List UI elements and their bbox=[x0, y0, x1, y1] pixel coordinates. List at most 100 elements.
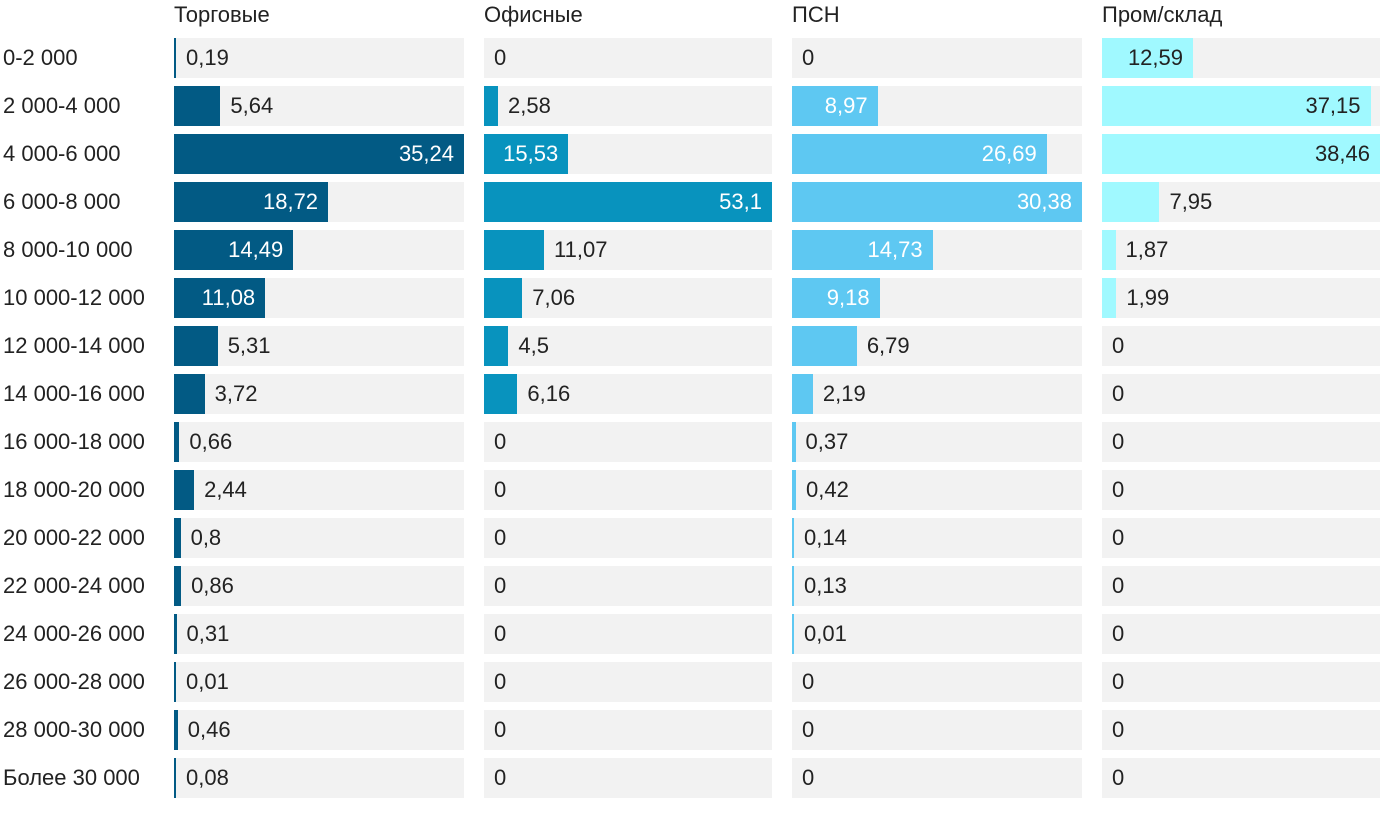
category-label: 8 000-10 000 bbox=[3, 237, 133, 262]
data-label: 0 bbox=[1112, 765, 1125, 790]
bar-track bbox=[174, 374, 464, 414]
data-label: 8,97 bbox=[824, 93, 868, 118]
data-label: 7,06 bbox=[532, 285, 576, 310]
data-bar bbox=[792, 278, 880, 318]
data-bar bbox=[484, 182, 772, 222]
data-bar bbox=[484, 326, 509, 366]
data-label: 0,37 bbox=[805, 429, 849, 454]
data-label: 9,18 bbox=[826, 285, 870, 310]
data-label: 5,31 bbox=[227, 333, 271, 358]
bar-track bbox=[792, 614, 1082, 654]
data-label: 12,59 bbox=[1127, 45, 1183, 70]
data-bar bbox=[174, 470, 195, 510]
category-label: 10 000-12 000 bbox=[3, 285, 145, 310]
series-title: ПСН bbox=[792, 2, 840, 27]
data-bar bbox=[1102, 278, 1117, 318]
bar-track bbox=[792, 38, 1082, 78]
data-label: 0 bbox=[494, 477, 507, 502]
data-label: 1,99 bbox=[1126, 285, 1170, 310]
category-label: 20 000-22 000 bbox=[3, 525, 145, 550]
data-label: 38,46 bbox=[1314, 141, 1370, 166]
data-label: 0 bbox=[1112, 669, 1125, 694]
data-label: 2,44 bbox=[204, 477, 247, 502]
data-label: 0 bbox=[494, 573, 507, 598]
data-bar bbox=[792, 614, 794, 654]
data-label: 0 bbox=[494, 621, 507, 646]
data-bar bbox=[792, 518, 794, 558]
data-bar bbox=[484, 134, 569, 174]
data-label: 5,64 bbox=[230, 93, 274, 118]
data-label: 0,01 bbox=[804, 621, 847, 646]
data-label: 30,38 bbox=[1016, 189, 1072, 214]
data-bar bbox=[792, 566, 794, 606]
data-label: 26,69 bbox=[981, 141, 1037, 166]
data-bar bbox=[484, 278, 523, 318]
data-label: 2,58 bbox=[507, 93, 551, 118]
data-label: 0 bbox=[1112, 621, 1125, 646]
data-bar bbox=[792, 470, 796, 510]
bar-track bbox=[484, 326, 772, 366]
data-label: 0 bbox=[494, 525, 507, 550]
data-label: 1,87 bbox=[1125, 237, 1169, 262]
data-label: 0,46 bbox=[187, 717, 231, 742]
data-label: 0 bbox=[494, 669, 507, 694]
data-bar bbox=[174, 326, 218, 366]
data-bar bbox=[174, 230, 294, 270]
bar-track bbox=[1102, 278, 1380, 318]
bar-track bbox=[484, 710, 772, 750]
data-label: 14,49 bbox=[228, 237, 284, 262]
data-label: 0,31 bbox=[186, 621, 230, 646]
data-label: 3,72 bbox=[214, 381, 258, 406]
category-label: 2 000-4 000 bbox=[3, 93, 121, 118]
data-bar bbox=[792, 374, 813, 414]
bar-track bbox=[1102, 518, 1380, 558]
data-bar bbox=[174, 710, 178, 750]
bar-track bbox=[1102, 374, 1380, 414]
data-bar bbox=[1102, 230, 1116, 270]
data-label: 0 bbox=[494, 717, 507, 742]
bar-track bbox=[1102, 710, 1380, 750]
category-label: 16 000-18 000 bbox=[3, 429, 145, 454]
data-bar bbox=[174, 614, 177, 654]
bar-track bbox=[792, 758, 1082, 798]
data-label: 11,08 bbox=[201, 285, 256, 310]
bar-track bbox=[1102, 566, 1380, 606]
series-title: Офисные bbox=[484, 2, 583, 27]
bar-track bbox=[174, 326, 464, 366]
bar-track bbox=[174, 38, 464, 78]
bar-track bbox=[1102, 470, 1380, 510]
data-label: 7,95 bbox=[1169, 189, 1213, 214]
data-label: 4,5 bbox=[518, 333, 549, 358]
bar-track bbox=[1102, 230, 1380, 270]
bar-track bbox=[792, 518, 1082, 558]
data-label: 0,19 bbox=[186, 45, 229, 70]
data-label: 0,42 bbox=[806, 477, 849, 502]
data-label: 0 bbox=[802, 45, 815, 70]
data-label: 0 bbox=[1112, 429, 1125, 454]
data-bar bbox=[792, 86, 878, 126]
data-bar bbox=[484, 374, 518, 414]
category-label: 24 000-26 000 bbox=[3, 621, 145, 646]
bar-track bbox=[484, 422, 772, 462]
data-label: 0 bbox=[1112, 381, 1125, 406]
bar-track bbox=[792, 566, 1082, 606]
data-bar bbox=[1102, 182, 1160, 222]
data-label: 6,16 bbox=[527, 381, 571, 406]
data-label: 0 bbox=[802, 765, 815, 790]
category-label: 18 000-20 000 bbox=[3, 477, 145, 502]
bar-track bbox=[174, 614, 464, 654]
data-label: 0,01 bbox=[186, 669, 229, 694]
bar-track bbox=[484, 518, 772, 558]
bar-track bbox=[174, 518, 464, 558]
data-bar bbox=[174, 566, 182, 606]
series-title: Торговые bbox=[174, 2, 270, 27]
bar-track bbox=[484, 662, 772, 702]
data-bar bbox=[174, 518, 181, 558]
data-label: 0 bbox=[1112, 573, 1125, 598]
category-label: 14 000-16 000 bbox=[3, 381, 145, 406]
data-bar bbox=[174, 422, 180, 462]
category-label: 6 000-8 000 bbox=[3, 189, 121, 214]
data-label: 35,24 bbox=[398, 141, 454, 166]
data-label: 11,07 bbox=[554, 237, 608, 262]
data-label: 0 bbox=[494, 765, 507, 790]
